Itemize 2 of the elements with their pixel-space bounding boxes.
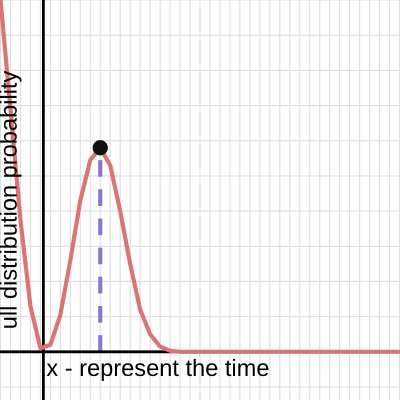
y-axis-title: ull distribution probability <box>0 70 22 328</box>
x-axis-title: x - represent the time <box>46 358 268 381</box>
